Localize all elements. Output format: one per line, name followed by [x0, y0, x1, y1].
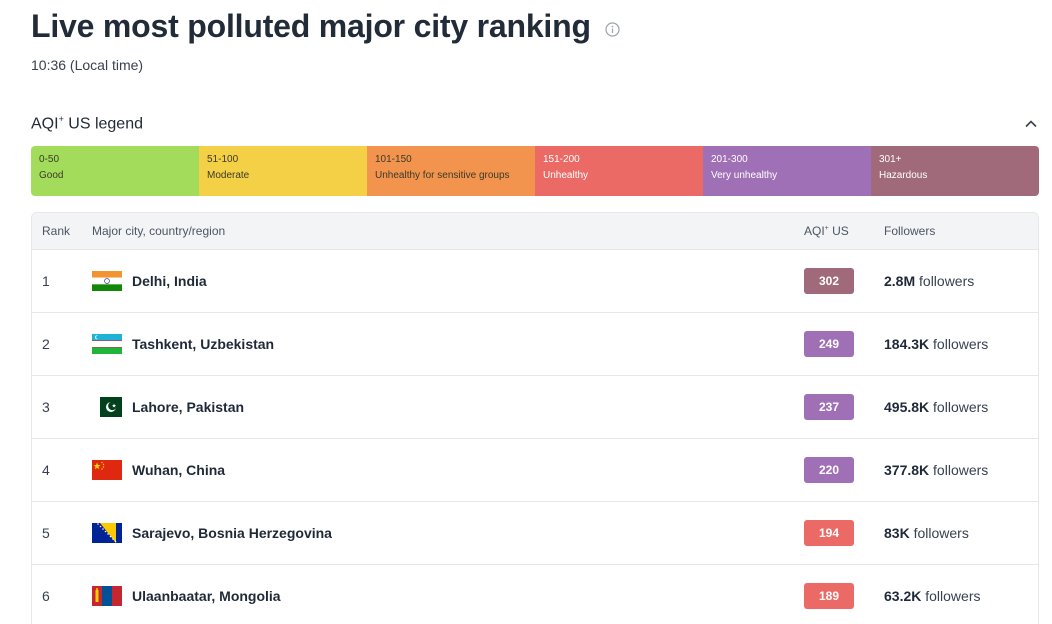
ranking-table: Rank Major city, country/region AQI+ US …: [31, 212, 1039, 624]
city-name[interactable]: Wuhan, China: [132, 462, 226, 478]
legend-segment: 151-200 Unhealthy: [535, 146, 703, 196]
bosnia-flag-icon: [92, 523, 122, 543]
city-cell[interactable]: Lahore, Pakistan: [92, 397, 804, 417]
aqi-badge: 194: [804, 520, 854, 546]
header-followers: Followers: [884, 224, 936, 238]
city-name[interactable]: Sarajevo, Bosnia Herzegovina: [132, 525, 332, 541]
legend-label: Very unhealthy: [711, 170, 778, 181]
followers-cell: 2.8M followers: [884, 273, 1038, 289]
aqi-legend-bar: 0-50 Good 51-100 Moderate 101-150 Unhealthy f…: [31, 146, 1039, 196]
pakistan-flag-icon: [92, 397, 122, 417]
followers-count: 495.8K: [884, 399, 930, 415]
header-city: Major city, country/region: [92, 224, 226, 238]
followers-word: followers: [915, 273, 975, 289]
legend-label: Unhealthy: [543, 170, 589, 181]
legend-label: Unhealthy for sensitive groups: [375, 170, 510, 181]
followers-word: followers: [909, 525, 969, 541]
legend-range: 201-300: [711, 154, 748, 165]
followers-cell: 184.3K followers: [884, 336, 1038, 352]
legend-label: Good: [39, 170, 64, 181]
legend-segment: 201-300 Very unhealthy: [703, 146, 871, 196]
legend-range: 0-50: [39, 154, 60, 165]
rank-cell: 5: [42, 525, 50, 541]
table-row[interactable]: 2 Tashkent, Uzbekistan 249 184.3K followers: [32, 313, 1038, 376]
legend-segment: 51-100 Moderate: [199, 146, 367, 196]
followers-word: followers: [929, 399, 989, 415]
followers-count: 63.2K: [884, 588, 922, 604]
info-icon[interactable]: [605, 22, 620, 37]
aqi-cell: 302: [804, 268, 884, 294]
legend-range: 301+: [879, 154, 902, 165]
local-time: 10:36 (Local time): [31, 57, 144, 73]
table-body: 1 Delhi, India 302 2.8M followers 2 Tashkent,…: [32, 250, 1038, 624]
followers-word: followers: [929, 336, 989, 352]
header-rank: Rank: [42, 224, 71, 238]
rank-cell: 2: [42, 336, 50, 352]
mongolia-flag-icon: [92, 586, 122, 606]
legend-segment: 301+ Hazardous: [871, 146, 1039, 196]
aqi-cell: 249: [804, 331, 884, 357]
followers-count: 377.8K: [884, 462, 930, 478]
followers-cell: 83K followers: [884, 525, 1038, 541]
legend-header[interactable]: AQI+ US legend: [31, 114, 1039, 133]
aqi-badge: 189: [804, 583, 854, 609]
city-name[interactable]: Lahore, Pakistan: [132, 399, 245, 415]
city-name[interactable]: Ulaanbaatar, Mongolia: [132, 588, 281, 604]
legend-segment: 0-50 Good: [31, 146, 199, 196]
india-flag-icon: [92, 271, 122, 291]
legend-range: 51-100: [207, 154, 239, 165]
city-cell[interactable]: Wuhan, China: [92, 460, 804, 480]
followers-cell: 495.8K followers: [884, 399, 1038, 415]
page-title-row: Live most polluted major city ranking: [31, 8, 620, 45]
city-cell[interactable]: Tashkent, Uzbekistan: [92, 334, 804, 354]
rank-cell: 1: [42, 273, 50, 289]
table-header: Rank Major city, country/region AQI+ US …: [32, 213, 1038, 250]
city-name[interactable]: Tashkent, Uzbekistan: [132, 336, 275, 352]
legend-label: Moderate: [207, 170, 250, 181]
city-cell[interactable]: Ulaanbaatar, Mongolia: [92, 586, 804, 606]
city-cell[interactable]: Delhi, India: [92, 271, 804, 291]
rank-cell: 3: [42, 399, 50, 415]
table-row[interactable]: 6 Ulaanbaatar, Mongolia 189 63.2K followers: [32, 565, 1038, 624]
legend-label: Hazardous: [879, 170, 928, 181]
followers-count: 83K: [884, 525, 910, 541]
city-cell[interactable]: Sarajevo, Bosnia Herzegovina: [92, 523, 804, 543]
followers-word: followers: [921, 588, 981, 604]
followers-cell: 63.2K followers: [884, 588, 1038, 604]
aqi-cell: 194: [804, 520, 884, 546]
table-row[interactable]: 3 Lahore, Pakistan 237 495.8K followers: [32, 376, 1038, 439]
table-row[interactable]: 1 Delhi, India 302 2.8M followers: [32, 250, 1038, 313]
page-title: Live most polluted major city ranking: [31, 8, 591, 44]
aqi-cell: 220: [804, 457, 884, 483]
aqi-badge: 237: [804, 394, 854, 420]
chevron-up-icon[interactable]: [1023, 116, 1039, 132]
legend-title: AQI+ US legend: [31, 114, 143, 133]
followers-count: 2.8M: [884, 273, 916, 289]
followers-count: 184.3K: [884, 336, 930, 352]
city-name[interactable]: Delhi, India: [132, 273, 207, 289]
table-row[interactable]: 4 Wuhan, China 220 377.8K followers: [32, 439, 1038, 502]
rank-cell: 6: [42, 588, 50, 604]
china-flag-icon: [92, 460, 122, 480]
aqi-badge: 302: [804, 268, 854, 294]
uzbekistan-flag-icon: [92, 334, 122, 354]
rank-cell: 4: [42, 462, 50, 478]
table-row[interactable]: 5 Sarajevo, Bosnia Herzegovina 194 83K foll…: [32, 502, 1038, 565]
legend-segment: 101-150 Unhealthy for sensitive groups: [367, 146, 535, 196]
aqi-badge: 249: [804, 331, 854, 357]
legend-range: 151-200: [543, 154, 580, 165]
header-aqi: AQI+ US: [804, 224, 849, 238]
aqi-cell: 189: [804, 583, 884, 609]
followers-word: followers: [929, 462, 989, 478]
aqi-badge: 220: [804, 457, 854, 483]
legend-range: 101-150: [375, 154, 412, 165]
aqi-cell: 237: [804, 394, 884, 420]
followers-cell: 377.8K followers: [884, 462, 1038, 478]
